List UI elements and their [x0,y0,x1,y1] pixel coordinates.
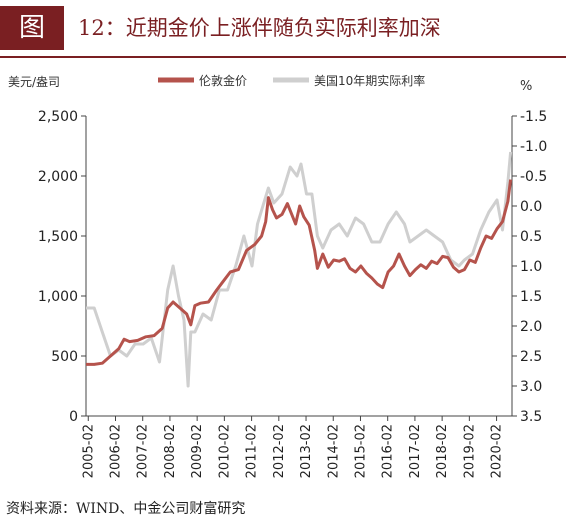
legend-label-gold: 伦敦金价 [199,73,247,88]
right-tick-label: 1.5 [520,289,542,305]
left-unit-label: 美元/盎司 [8,75,60,89]
line-chart: 美元/盎司 % 伦敦金价 美国10年期实际利率 0 500 1,000 1,500 2,… [8,73,547,478]
x-tick-label: 2005-02 [81,424,96,478]
right-tick-label: -0.5 [520,169,547,185]
series-group [86,151,513,388]
right-unit-label: % [520,79,532,94]
right-tick-label: 2.0 [520,319,542,335]
x-tick-label: 2008-02 [163,424,178,478]
left-tick-label: 0 [69,409,78,425]
right-tick-label: 3.5 [520,409,542,425]
x-tick-label: 2013-02 [299,424,314,478]
x-tick-label: 2018-02 [435,424,450,478]
left-tick-label: 2,000 [38,169,78,185]
right-tick-label: 0.0 [520,199,542,215]
x-tick-label: 2015-02 [353,424,368,478]
left-tick-label: 1,500 [38,229,78,245]
source-note: 资料来源：WIND、中金公司财富研究 [6,501,246,517]
series-line-gold-price [86,179,513,366]
right-tick-label: 3.0 [520,379,542,395]
x-tick-label: 2012-02 [272,424,287,478]
right-tick-label: 2.5 [520,349,542,365]
title-rule [0,56,566,58]
x-tick-label: 2007-02 [136,424,151,478]
left-tick-label: 2,500 [38,109,78,125]
axes: 0 500 1,000 1,500 2,000 2,500 -1.5 -1.0 -0.5 0.0 0… [38,109,547,478]
figure-label: 图 [0,6,64,50]
x-tick-label: 2017-02 [408,424,423,478]
right-tick-label: -1.5 [520,109,547,125]
x-tick-label: 2019-02 [462,424,477,478]
x-tick-label: 2009-02 [190,424,205,478]
x-tick-label: 2016-02 [381,424,396,478]
x-tick-label: 2014-02 [326,424,341,478]
right-tick-label: 0.5 [520,229,542,245]
legend-label-real-rate: 美国10年期实际利率 [314,73,425,88]
left-tick-label: 500 [51,349,78,365]
chart-title: 12：近期金价上涨伴随负实际利率加深 [78,16,441,40]
right-tick-label: 1.0 [520,259,542,275]
x-tick-label: 2010-02 [217,424,232,478]
right-tick-label: -1.0 [520,139,547,155]
legend: 伦敦金价 美国10年期实际利率 [158,73,425,88]
series-line-real-rate [86,151,513,388]
x-tick-label: 2011-02 [245,424,260,478]
left-tick-label: 1,000 [38,289,78,305]
x-tick-label: 2020-02 [490,424,505,478]
x-tick-label: 2006-02 [108,424,123,478]
